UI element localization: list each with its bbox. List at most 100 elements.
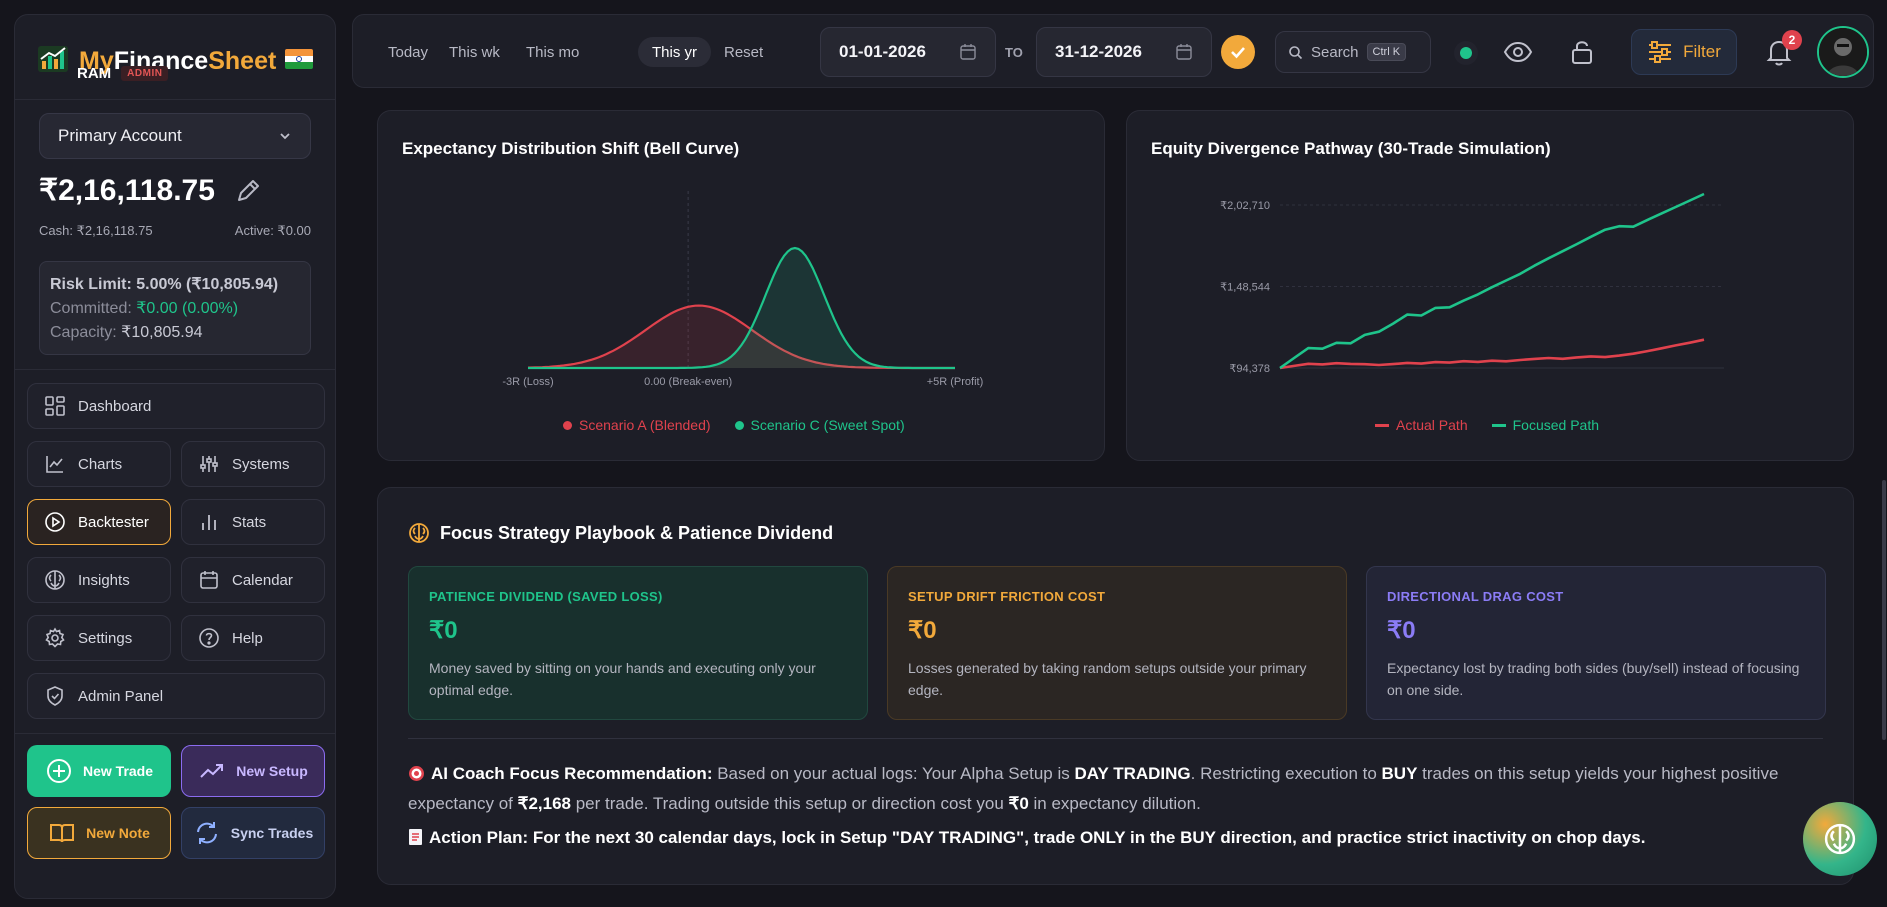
directional-drag-card: DIRECTIONAL DRAG COST ₹0 Expectancy lost… <box>1366 566 1826 720</box>
bar-chart-icon <box>202 515 216 530</box>
divider <box>15 733 335 734</box>
checkmark-icon <box>1231 47 1245 59</box>
lock-icon[interactable] <box>1567 37 1597 67</box>
edit-pencil-icon[interactable] <box>233 176 263 206</box>
new-trade-button[interactable]: New Trade <box>27 745 171 797</box>
user-info: RAM ADMIN <box>77 65 169 82</box>
drift-desc: Losses generated by taking random setups… <box>908 660 1307 698</box>
dashboard-grid-icon <box>45 396 65 416</box>
patience-value: ₹0 <box>429 617 458 644</box>
action-plan: Action Plan: For the next 30 calendar da… <box>408 828 1828 851</box>
memo-icon <box>408 828 423 851</box>
patience-desc: Money saved by sitting on your hands and… <box>429 660 816 698</box>
setup-drift-card: SETUP DRIFT FRICTION COST ₹0 Losses gene… <box>887 566 1347 720</box>
brain-icon <box>45 570 65 590</box>
nav-stats[interactable]: Stats <box>181 499 325 545</box>
ai-assistant-button[interactable] <box>1803 802 1877 876</box>
equity-series-line-0 <box>1279 338 1705 370</box>
filter-button[interactable]: Filter <box>1631 29 1737 75</box>
risk-panel: Risk Limit: 5.00% (₹10,805.94) Committed… <box>39 261 311 355</box>
search-icon <box>1289 45 1303 59</box>
new-setup-button[interactable]: New Setup <box>181 745 325 797</box>
topbar: Today This wk This mo This yr Reset 01-0… <box>352 14 1874 88</box>
filter-sliders-icon <box>1649 41 1672 63</box>
bell-curve-title: Expectancy Distribution Shift (Bell Curv… <box>402 139 740 158</box>
bell-tick-label: 0.00 (Break-even) <box>644 376 732 388</box>
from-date-input[interactable]: 01-01-2026 <box>820 27 996 77</box>
apply-date-button[interactable] <box>1221 35 1255 69</box>
equity-title: Equity Divergence Pathway (30-Trade Simu… <box>1151 139 1551 158</box>
range-this-week[interactable]: This wk <box>449 43 500 61</box>
calendar-icon <box>1176 44 1192 60</box>
avatar[interactable] <box>1817 26 1869 78</box>
range-this-year[interactable]: This yr <box>638 37 711 67</box>
user-name: RAM <box>77 65 112 82</box>
india-flag-icon <box>285 49 313 69</box>
playbook-title: Focus Strategy Playbook & Patience Divid… <box>408 522 833 544</box>
to-label: TO <box>1005 45 1023 60</box>
sync-trades-button[interactable]: Sync Trades <box>181 807 325 859</box>
bell-legend: Scenario A (Blended) Scenario C (Sweet S… <box>563 417 905 433</box>
legend-scenario-a[interactable]: Scenario A (Blended) <box>563 417 711 433</box>
nav-admin-panel[interactable]: Admin Panel <box>27 673 325 719</box>
drift-value: ₹0 <box>908 617 937 644</box>
bell-icon[interactable]: 2 <box>1764 30 1802 67</box>
equity-y-tick: ₹1,48,544 <box>1220 282 1270 294</box>
balance-row: ₹2,16,118.75 <box>39 173 263 208</box>
patience-label: PATIENCE DIVIDEND (SAVED LOSS) <box>429 589 663 604</box>
user-role-badge: ADMIN <box>121 66 169 81</box>
nav-backtester[interactable]: Backtester <box>27 499 171 545</box>
sync-icon <box>196 822 217 844</box>
legend-focused-path[interactable]: Focused Path <box>1491 417 1599 433</box>
bell-tick-label: +5R (Profit) <box>927 376 984 388</box>
search-shortcut: Ctrl K <box>1366 43 1407 61</box>
brain-icon <box>409 523 429 543</box>
playbook-card: Focus Strategy Playbook & Patience Divid… <box>377 487 1854 885</box>
connection-status-dot <box>1460 47 1472 59</box>
nav-help[interactable]: Help <box>181 615 325 661</box>
account-select[interactable]: Primary Account <box>39 113 311 159</box>
nav-dashboard[interactable]: Dashboard <box>27 383 325 429</box>
risk-capacity: Capacity: ₹10,805.94 <box>50 324 203 341</box>
brand-name: MyFinanceSheet <box>79 47 277 75</box>
calendar-icon <box>960 44 976 60</box>
drag-value: ₹0 <box>1387 617 1416 644</box>
eye-icon[interactable] <box>1503 37 1533 67</box>
brain-icon <box>1824 823 1856 855</box>
shield-check-icon <box>47 686 63 706</box>
sliders-icon <box>200 456 218 472</box>
search-button[interactable]: Search Ctrl K <box>1275 31 1431 73</box>
new-note-button[interactable]: New Note <box>27 807 171 859</box>
patience-dividend-card: PATIENCE DIVIDEND (SAVED LOSS) ₹0 Money … <box>408 566 868 720</box>
target-icon <box>408 763 425 790</box>
nav-insights[interactable]: Insights <box>27 557 171 603</box>
calendar-icon <box>200 571 218 589</box>
account-select-value: Primary Account <box>58 126 182 145</box>
range-reset[interactable]: Reset <box>724 43 764 61</box>
bell-tick-label: -3R (Loss) <box>502 376 553 388</box>
divider <box>15 99 335 100</box>
drift-label: SETUP DRIFT FRICTION COST <box>908 589 1106 604</box>
scrollbar[interactable] <box>1882 480 1886 740</box>
gear-icon <box>45 627 65 648</box>
range-this-month[interactable]: This mo <box>526 43 580 61</box>
active-value: Active: ₹0.00 <box>234 223 311 238</box>
drag-desc: Expectancy lost by trading both sides (b… <box>1387 660 1800 698</box>
equity-y-tick: ₹94,378 <box>1229 363 1270 375</box>
nav-systems[interactable]: Systems <box>181 441 325 487</box>
nav-settings[interactable]: Settings <box>27 615 171 661</box>
equity-legend: Actual Path Focused Path <box>1375 417 1599 433</box>
risk-limit: Risk Limit: 5.00% (₹10,805.94) <box>50 276 279 293</box>
legend-scenario-c[interactable]: Scenario C (Sweet Spot) <box>734 417 905 433</box>
to-date-input[interactable]: 31-12-2026 <box>1036 27 1212 77</box>
ai-coach-recommendation: AI Coach Focus Recommendation: Based on … <box>408 763 1779 813</box>
nav-charts[interactable]: Charts <box>27 441 171 487</box>
legend-actual-path[interactable]: Actual Path <box>1375 417 1468 433</box>
chevron-down-icon <box>280 133 290 140</box>
cash-row: Cash: ₹2,16,118.75 Active: ₹0.00 <box>39 223 311 239</box>
nav-calendar[interactable]: Calendar <box>181 557 325 603</box>
range-today[interactable]: Today <box>388 43 429 61</box>
divider <box>15 369 335 370</box>
bell-curve-chart: -3R (Loss) 0.00 (Break-even) +5R (Profit) <box>502 191 984 388</box>
bell-area-0 <box>528 305 955 368</box>
